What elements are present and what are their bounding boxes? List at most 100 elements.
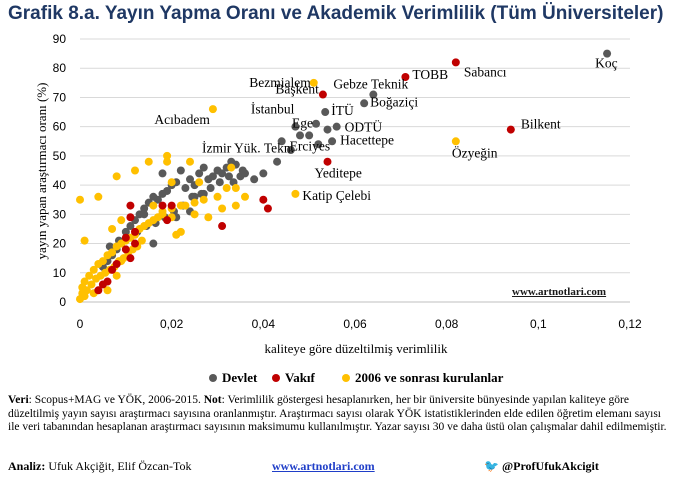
point-vakif bbox=[126, 254, 135, 263]
point-yeni bbox=[176, 201, 185, 210]
point-devlet bbox=[204, 175, 213, 184]
point-devlet bbox=[158, 189, 167, 198]
point-yeni bbox=[218, 204, 227, 213]
point-devlet bbox=[312, 119, 321, 128]
y-tick-label: 30 bbox=[53, 207, 67, 221]
point-yeni bbox=[208, 105, 217, 114]
point-yeni bbox=[94, 260, 103, 269]
point-yeni bbox=[80, 292, 89, 301]
point-label: İstanbul bbox=[251, 102, 295, 117]
point-vakif bbox=[126, 201, 135, 210]
point-label: Gebze Teknik bbox=[333, 77, 408, 92]
point-label: TOBB bbox=[412, 67, 448, 82]
point-label: Sabancı bbox=[464, 64, 507, 79]
point-devlet bbox=[206, 184, 215, 193]
point-yeni bbox=[231, 201, 240, 210]
point-devlet bbox=[296, 131, 304, 140]
point-devlet bbox=[603, 49, 612, 58]
not-text: : Verimlilik göstergesi hesaplanırken, h… bbox=[8, 394, 667, 434]
veri-label: Veri bbox=[8, 394, 29, 406]
not-label: Not bbox=[203, 394, 222, 406]
point-devlet bbox=[250, 175, 259, 184]
point-devlet bbox=[328, 137, 337, 146]
point-vakif bbox=[158, 201, 167, 210]
legend-label-vakif: Vakıf bbox=[285, 370, 316, 385]
point-devlet bbox=[199, 163, 208, 172]
x-tick-label: 0,1 bbox=[530, 317, 547, 331]
point-yeni bbox=[87, 280, 96, 289]
y-tick-label: 60 bbox=[53, 120, 67, 134]
twitter-handle-text: @ProfUfukAkcigit bbox=[501, 459, 599, 473]
point-yeni bbox=[190, 198, 199, 207]
point-devlet bbox=[195, 169, 204, 178]
point-devlet bbox=[291, 122, 300, 131]
point-yeni bbox=[137, 236, 146, 245]
x-axis-title: kaliteye göre düzeltilmiş verimlilik bbox=[264, 341, 448, 356]
point-vakif bbox=[259, 195, 268, 204]
point-label: Koç bbox=[595, 56, 618, 71]
point-yeni bbox=[112, 242, 121, 251]
point-vakif bbox=[401, 72, 410, 81]
point-yeni bbox=[94, 192, 103, 201]
point-yeni bbox=[108, 224, 117, 233]
point-devlet bbox=[190, 192, 199, 201]
point-label: Ege bbox=[292, 116, 313, 131]
point-yeni bbox=[163, 151, 172, 160]
point-yeni bbox=[158, 210, 167, 219]
point-devlet bbox=[321, 108, 330, 117]
chart-title: Grafik 8.a. Yayın Yapma Oranı ve Akademi… bbox=[8, 3, 664, 24]
point-yeni bbox=[131, 166, 139, 175]
point-vakif bbox=[323, 157, 332, 166]
point-yeni bbox=[231, 184, 240, 193]
y-tick-label: 80 bbox=[53, 61, 67, 75]
point-devlet bbox=[186, 175, 194, 184]
point-yeni bbox=[103, 251, 112, 260]
point-yeni bbox=[89, 265, 98, 274]
point-label: İTÜ bbox=[331, 103, 354, 118]
point-vakif bbox=[218, 222, 227, 231]
point-vakif bbox=[131, 239, 139, 248]
y-tick-label: 40 bbox=[53, 178, 67, 192]
point-yeni bbox=[204, 213, 213, 222]
legend-label-yeni: 2006 ve sonrası kurulanlar bbox=[355, 370, 504, 385]
point-yeni bbox=[85, 271, 94, 280]
footer-site-link[interactable]: www.artnotlari.com bbox=[272, 459, 375, 473]
chart-watermark-link[interactable]: www.artnotlari.com bbox=[512, 286, 607, 298]
point-label: Katip Çelebi bbox=[302, 188, 371, 203]
legend-marker-yeni bbox=[342, 374, 350, 382]
point-devlet bbox=[259, 169, 268, 178]
point-vakif bbox=[451, 58, 460, 67]
point-yeni bbox=[149, 201, 158, 210]
point-yeni bbox=[80, 236, 89, 245]
point-devlet bbox=[181, 184, 190, 193]
point-devlet bbox=[314, 140, 323, 149]
y-tick-label: 90 bbox=[53, 32, 67, 46]
legend-marker-vakif bbox=[272, 374, 280, 382]
point-yeni bbox=[176, 227, 185, 236]
point-devlet bbox=[305, 131, 314, 140]
point-vakif bbox=[506, 125, 515, 134]
point-vakif bbox=[98, 280, 107, 289]
point-vakif bbox=[163, 216, 172, 225]
x-tick-label: 0,12 bbox=[618, 317, 642, 331]
point-vakif bbox=[167, 201, 176, 210]
point-label: Hacettepe bbox=[340, 132, 394, 147]
point-devlet bbox=[273, 157, 282, 166]
legend-label-devlet: Devlet bbox=[222, 370, 258, 385]
point-yeni bbox=[186, 157, 194, 166]
y-tick-label: 10 bbox=[53, 266, 67, 280]
point-devlet bbox=[158, 169, 167, 178]
point-label: Başkent bbox=[275, 82, 319, 97]
point-yeni bbox=[222, 184, 231, 193]
point-vakif bbox=[131, 227, 139, 236]
legend-marker-devlet bbox=[209, 374, 217, 382]
point-devlet bbox=[360, 99, 369, 108]
twitter-handle[interactable]: 🐦 @ProfUfukAkcigit bbox=[484, 459, 599, 474]
point-label: Yeditepe bbox=[315, 166, 362, 181]
point-devlet bbox=[227, 157, 236, 166]
point-vakif bbox=[112, 260, 121, 269]
point-label: ODTÜ bbox=[345, 120, 383, 135]
point-devlet bbox=[369, 90, 378, 99]
point-label: Erciyes bbox=[290, 138, 330, 153]
analysis-names: Ufuk Akçiğit, Elif Özcan-Tok bbox=[48, 459, 192, 473]
